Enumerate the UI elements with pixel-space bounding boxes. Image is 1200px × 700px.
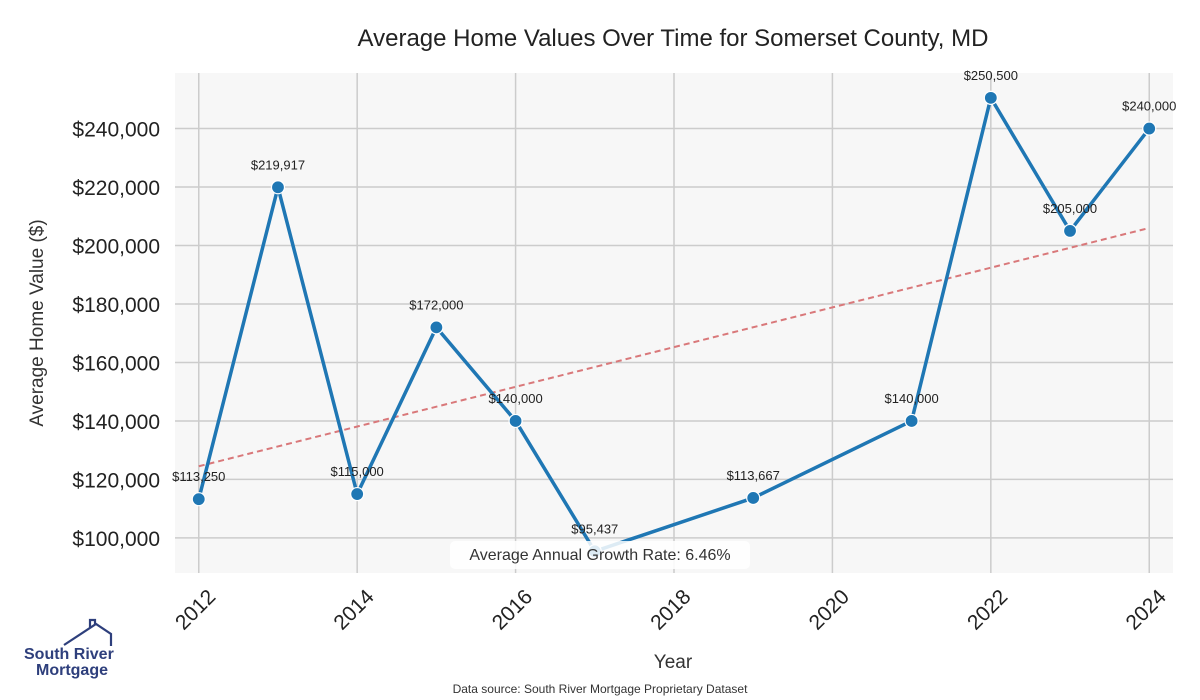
data-label: $113,667 [727,468,780,483]
x-axis-label: Year [654,652,693,673]
data-label: $140,000 [488,391,542,406]
data-source-note: Data source: South River Mortgage Propri… [453,682,748,696]
y-tick-label: $100,000 [72,528,160,551]
data-label: $250,500 [964,68,1018,83]
data-label: $219,917 [251,157,305,172]
data-point [746,490,761,506]
data-point [1142,121,1157,136]
logo-line-2: Mortgage [36,662,108,679]
data-labels: $113,250 $219,917 $115,000 $172,000 $140,000… [172,68,1176,536]
y-tick-label: $160,000 [72,352,160,375]
data-points [191,90,1157,559]
y-axis-label: Average Home Value ($) [27,219,48,426]
x-axis-ticks: 2012 2014 2016 2018 2020 2022 2024 [171,585,1171,635]
data-point [270,180,286,195]
data-label: $115,000 [331,464,384,479]
data-label: $140,000 [885,391,939,406]
data-point [191,492,206,507]
y-tick-label: $200,000 [72,236,160,259]
y-axis-ticks: $100,000 $120,000 $140,000 $160,000 $180,000… [72,119,160,551]
y-tick-label: $220,000 [72,177,160,200]
trend-line [198,227,1150,468]
growth-rate-annotation: Average Annual Growth Rate: 6.46% [469,547,730,564]
company-logo: South River Mortgage [24,618,114,679]
data-label: $240,000 [1122,99,1176,114]
annotation-box [450,541,750,569]
x-tick-label: 2018 [646,585,695,634]
y-tick-label: $120,000 [72,469,160,492]
y-tick-label: $180,000 [72,294,160,317]
x-tick-label: 2016 [488,585,537,634]
chart-title: Average Home Values Over Time for Somers… [358,25,989,52]
data-point [1062,223,1078,238]
x-tick-label: 2024 [1121,585,1171,635]
logo-line-1: South River [24,646,114,663]
x-tick-label: 2020 [805,585,854,634]
y-tick-label: $140,000 [72,411,160,434]
data-point [429,320,444,335]
data-label: $95,437 [571,521,618,536]
data-point [508,413,523,429]
data-label: $205,000 [1043,201,1097,216]
y-tick-label: $240,000 [72,119,160,142]
data-label: $113,250 [172,469,225,484]
grid-lines [175,73,1173,573]
data-point [350,486,365,502]
x-tick-label: 2014 [329,585,379,635]
x-tick-label: 2022 [963,585,1012,634]
house-roof-icon [63,618,113,646]
data-point [904,413,919,429]
data-point [983,90,998,105]
data-label: $172,000 [409,297,463,312]
x-tick-label: 2012 [171,585,220,634]
